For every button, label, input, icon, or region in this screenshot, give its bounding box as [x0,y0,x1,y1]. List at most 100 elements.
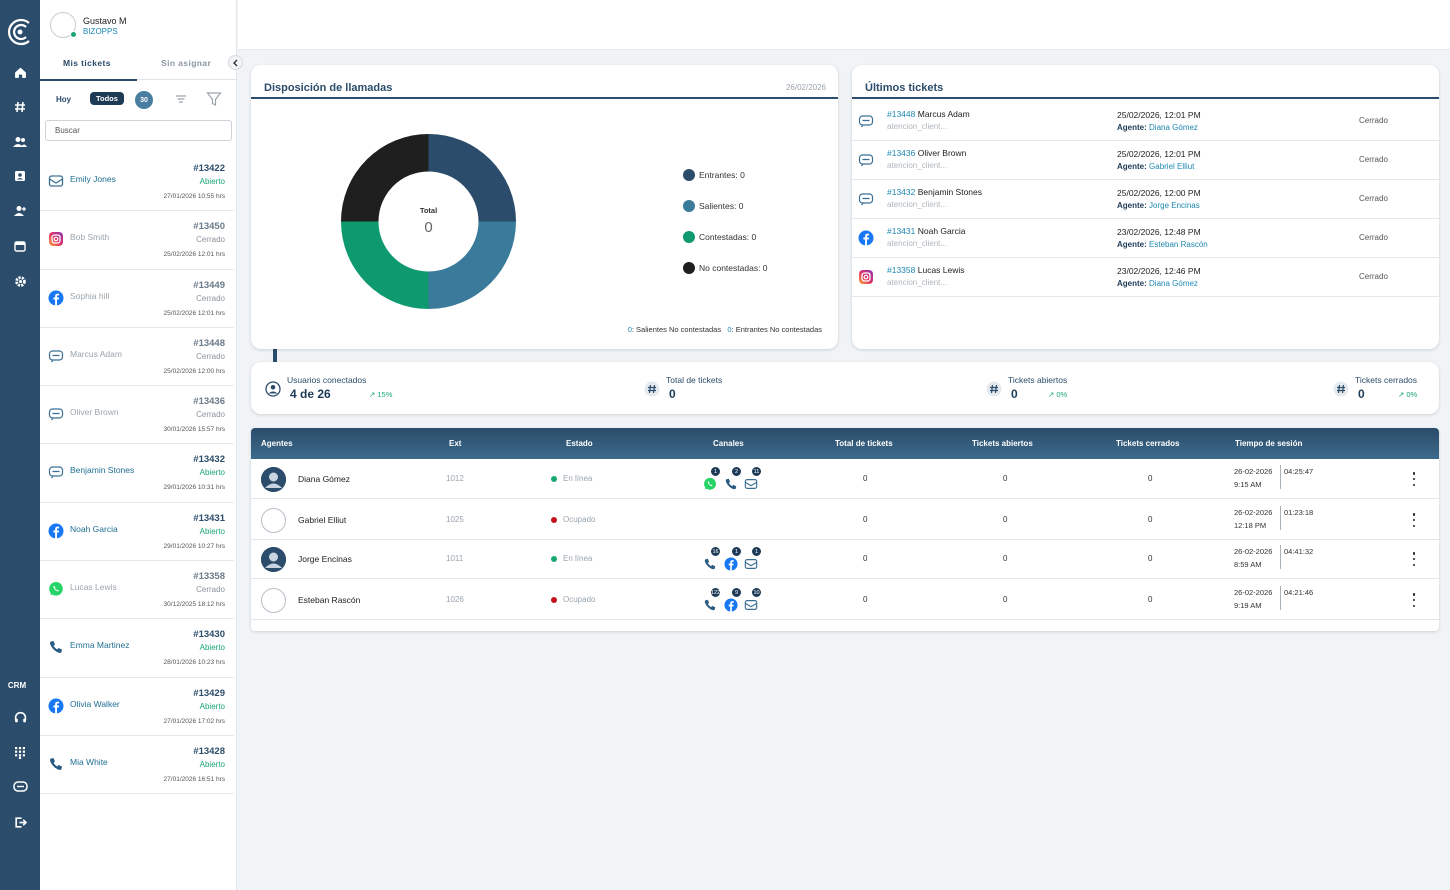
ticket-list-item[interactable]: Oliver Brown #13436 Cerrado 30/01/2026 15:5… [40,386,234,445]
session-start-time: 9:15 AM [1234,480,1262,489]
stats-bar: Usuarios conectados 4 de 26 ↗ 15% Total de … [251,362,1439,414]
column-header: Agentes [261,439,293,448]
ticket-contact-name: Lucas Lewis [917,265,965,275]
agent-open-tickets: 0 [1003,595,1008,604]
column-header: Tickets abiertos [972,439,1033,448]
latest-ticket-row[interactable]: #13448 Marcus Adam atencion_client... 25/0… [852,102,1439,141]
agent-row[interactable]: Esteban Rascón 1026 Ocupado 122 9 10 0 0 0 26-02-… [251,580,1439,620]
agent-ext: 1011 [446,554,464,563]
tab-unassigned[interactable]: Sin asignar [161,58,212,68]
more-options-icon[interactable] [1412,593,1416,607]
more-options-icon[interactable] [1412,472,1416,486]
ticket-number[interactable]: #13431 [887,226,916,236]
agent-channel[interactable]: 9 [724,587,742,615]
agent-channel[interactable]: 2 [724,466,742,494]
agent-row[interactable]: Gabriel Elliut 1025 Ocupado 0 0 0 26-02-2026 12… [251,500,1439,540]
hash-icon [986,381,1002,397]
ticket-list-item[interactable]: Mia White #13428 Abierto 27/01/2026 16:51 h… [40,736,234,795]
latest-ticket-row[interactable]: #13436 Oliver Brown atencion_client... 25/… [852,141,1439,180]
search-input[interactable] [45,120,232,141]
agent-channel[interactable]: 16 [703,546,721,574]
ticket-list-item[interactable]: Lucas Lewis #13358 Cerrado 30/12/2025 18:12… [40,561,234,620]
agent-channel[interactable]: 1 [724,546,742,574]
entrantes-nc-label: : Entrantes No contestadas [731,325,822,334]
ticket-list-item[interactable]: Emily Jones #13422 Abierto 27/01/2026 10:55… [40,153,234,212]
email-channel-icon [48,173,64,189]
more-options-icon[interactable] [1412,552,1416,566]
ticket-list-item[interactable]: Benjamin Stones #13432 Abierto 29/01/2026 1… [40,444,234,503]
latest-ticket-row[interactable]: #13358 Lucas Lewis atencion_client... 23/0… [852,258,1439,297]
ticket-list-item[interactable]: Emma Martinez #13430 Abierto 28/01/2026 10:… [40,619,234,678]
session-start-time: 9:19 AM [1234,601,1262,610]
ticket-date: 29/01/2026 10:31 hrs [163,484,225,492]
agent-channel[interactable]: 11 [744,466,762,494]
agent-label: Agente: [1117,162,1147,171]
headset-icon[interactable] [0,707,40,727]
hash-nav-icon[interactable] [0,97,40,117]
agent-status: Ocupado [551,515,595,524]
chat-bubble-icon[interactable] [0,777,40,797]
ticket-date: 30/01/2026 15:57 hrs [163,426,225,434]
donut-slice-salientes [428,221,516,309]
user-add-icon[interactable] [0,201,40,221]
more-options-icon[interactable] [1412,513,1416,527]
ticket-list-item[interactable]: Sophia hill #13449 Cerrado 25/02/2026 12:01… [40,270,234,328]
agent-ext: 1012 [446,474,464,483]
ticket-list-item[interactable]: Noah Garcia #13431 Abierto 29/01/2026 10:27… [40,503,234,562]
webchat-channel-icon [858,152,874,168]
legend-item: Contestadas: 0 [683,231,756,243]
ticket-list-item[interactable]: Marcus Adam #13448 Cerrado 25/02/2026 12:00… [40,328,234,387]
tab-my-tickets[interactable]: Mis tickets [63,58,111,68]
filter-today[interactable]: Hoy [56,95,72,104]
agent-channel[interactable]: 1 [703,466,721,494]
stat-value: 4 de 26 [290,387,331,401]
stat-value: 0 [1358,387,1365,401]
ticket-list-item[interactable]: Bob Smith #13450 Cerrado 25/02/2026 12:01 h… [40,211,234,270]
settings-gear-icon[interactable] [0,271,40,291]
nav-rail: CRM [0,0,40,890]
ticket-list: Emily Jones #13422 Abierto 27/01/2026 10:55… [40,153,234,795]
agent-name: Gabriel Elliut [298,515,347,525]
agent-name: Diana Gómez [298,474,350,484]
agent-status-text: En línea [563,554,593,563]
home-icon[interactable] [0,62,40,82]
latest-ticket-row[interactable]: #13432 Benjamin Stones atencion_client...… [852,180,1439,219]
ticket-id: #13422 [193,163,225,174]
ticket-number[interactable]: #13358 [887,265,916,275]
phone-channel-icon [48,756,64,772]
ticket-number[interactable]: #13432 [887,187,916,197]
dialpad-icon[interactable] [0,742,40,762]
session-duration: 04:25:47 [1284,467,1314,476]
ticket-number[interactable]: #13448 [887,109,916,119]
stat-trend-value: 0% [1056,390,1068,399]
ticket-contact-name: Benjamin Stones [917,187,983,197]
users-icon[interactable] [0,132,40,152]
filter-funnel-icon[interactable] [206,91,222,112]
latest-ticket-row[interactable]: #13431 Noah Garcia atencion_client... 23/0… [852,219,1439,258]
ticket-list-item[interactable]: Olivia Walker #13429 Abierto 27/01/2026 17:… [40,678,234,736]
sort-icon[interactable] [174,92,188,111]
agent-channel[interactable]: 122 [703,587,721,615]
agent-channel[interactable]: 1 [744,546,762,574]
ticket-contact-name: Sophia hill [70,290,110,301]
agent-row[interactable]: Diana Gómez 1012 En línea 1 2 11 0 0 0 26-02-2026… [251,459,1439,499]
ticket-status: Cerrado [1359,116,1388,125]
contact-card-icon[interactable] [0,166,40,186]
logout-icon[interactable] [0,812,40,832]
app-logo-icon[interactable] [5,16,35,48]
webchat-channel-icon [48,464,64,480]
ticket-tabs: Mis tickets Sin asignar [40,50,237,81]
agent-channel[interactable]: 10 [744,587,762,615]
agent-row[interactable]: Jorge Encinas 1011 En línea 16 1 1 0 0 0 26-02-20… [251,539,1439,579]
ticket-contact-name: Bob Smith [70,232,110,243]
ticket-id: #13429 [193,687,225,699]
filter-all[interactable]: Todos [90,92,124,105]
calendar-icon[interactable] [0,236,40,256]
crm-label[interactable]: CRM [7,681,27,690]
ticket-id: #13450 [193,221,225,233]
collapse-panel-button[interactable] [228,55,243,70]
ticket-number[interactable]: #13436 [887,148,916,158]
donut-slice-contestadas [341,221,429,309]
user-org: BIZOPPS [83,27,118,36]
ticket-date: 27/01/2026 16:51 hrs [163,775,225,783]
